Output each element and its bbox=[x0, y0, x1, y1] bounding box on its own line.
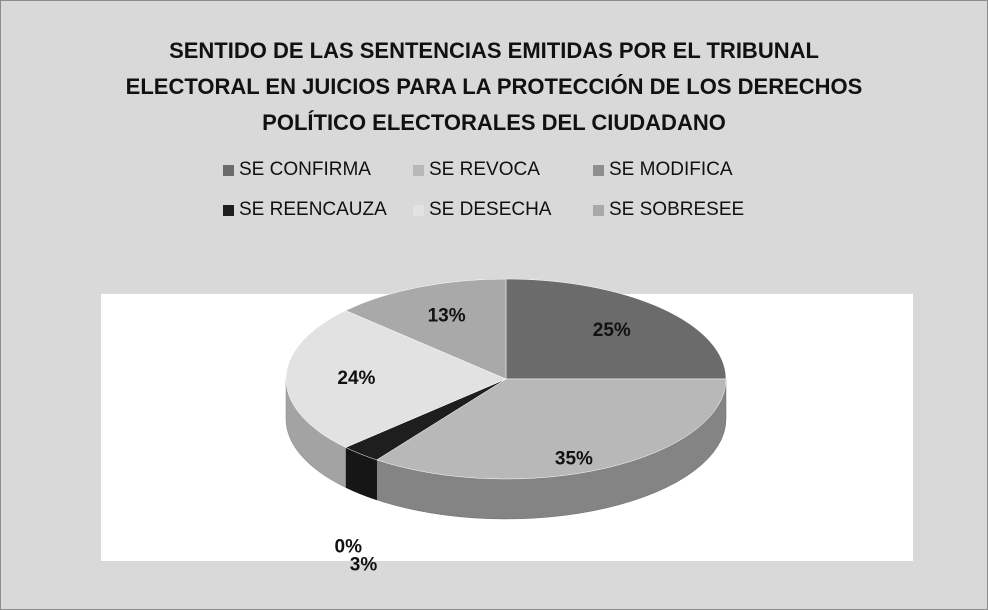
legend-item: SE CONFIRMA bbox=[223, 159, 413, 181]
slice bbox=[345, 278, 507, 380]
legend-label: SE DESECHA bbox=[429, 199, 552, 220]
legend-item: SE REVOCA bbox=[413, 159, 593, 181]
legend-item: SE DESECHA bbox=[413, 199, 593, 221]
data-label: 3% bbox=[350, 555, 378, 576]
legend-swatch bbox=[223, 164, 234, 176]
legend-label: SE MODIFICA bbox=[609, 159, 733, 180]
legend-swatch bbox=[593, 164, 604, 176]
data-label: 25% bbox=[593, 320, 631, 341]
slice bbox=[376, 378, 727, 480]
slice bbox=[505, 278, 727, 380]
slice bbox=[285, 310, 507, 448]
data-label: 13% bbox=[428, 306, 466, 327]
legend-label: SE CONFIRMA bbox=[239, 159, 371, 180]
legend-swatch bbox=[413, 164, 424, 176]
data-label: 24% bbox=[337, 368, 375, 389]
legend-item: SE SOBRESEE bbox=[593, 199, 783, 221]
legend-item: SE REENCAUZA bbox=[223, 199, 413, 221]
legend-label: SE SOBRESEE bbox=[609, 199, 745, 220]
chart-title: SENTIDO DE LAS SENTENCIAS EMITIDAS POR E… bbox=[125, 38, 863, 135]
legend-item: SE MODIFICA bbox=[593, 159, 783, 181]
legend-swatch bbox=[413, 204, 424, 216]
data-label: 0% bbox=[335, 537, 363, 558]
legend-label: SE REENCAUZA bbox=[239, 199, 387, 220]
legend-swatch bbox=[223, 204, 234, 216]
legend-swatch bbox=[593, 204, 604, 216]
legend: SE CONFIRMA SE REVOCA SE MODIFICA SE REENCA… bbox=[223, 159, 803, 221]
legend-label: SE REVOCA bbox=[429, 159, 540, 180]
data-label: 35% bbox=[555, 449, 593, 470]
